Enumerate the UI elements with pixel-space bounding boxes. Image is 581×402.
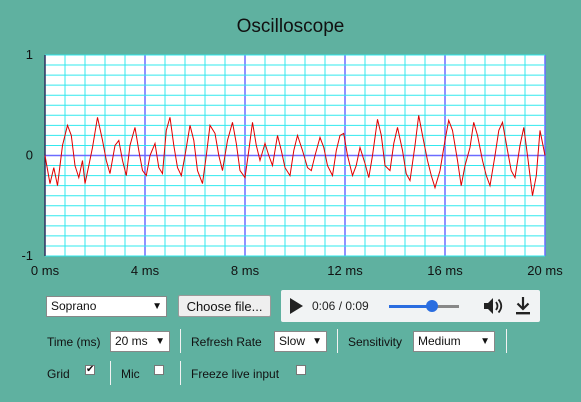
divider <box>110 361 111 385</box>
x-tick-label: 0 ms <box>31 263 60 278</box>
grid-checkbox[interactable]: ✔ <box>85 364 95 375</box>
y-tick-label: -1 <box>21 248 33 263</box>
divider <box>337 329 338 353</box>
x-tick-label: 16 ms <box>427 263 463 278</box>
time-label: Time (ms) <box>47 335 101 349</box>
audio-player: 0:06 / 0:09 <box>281 290 540 322</box>
instrument-select[interactable]: Soprano ▼ <box>46 296 167 317</box>
x-tick-label: 20 ms <box>527 263 563 278</box>
chevron-down-icon: ▼ <box>152 301 162 312</box>
seek-bar[interactable] <box>389 305 459 308</box>
choose-file-button[interactable]: Choose file... <box>178 295 271 317</box>
download-icon[interactable] <box>514 296 532 316</box>
signal-trace <box>44 115 546 196</box>
y-tick-label: 0 <box>26 148 33 163</box>
oscilloscope-chart: 1 0 -10 ms 4 ms 8 ms 12 ms 16 ms 20 ms <box>21 47 563 278</box>
sensitivity-label: Sensitivity <box>348 335 403 349</box>
mic-label: Mic <box>121 367 140 381</box>
y-tick-label: 1 <box>26 47 33 62</box>
chevron-down-icon: ▼ <box>312 336 322 347</box>
divider <box>180 361 181 385</box>
grid <box>44 54 546 257</box>
page-title: Oscilloscope <box>236 16 345 37</box>
time-select[interactable]: 20 ms ▼ <box>110 331 170 352</box>
divider <box>506 329 507 353</box>
refresh-rate-label: Refresh Rate <box>191 335 262 349</box>
seek-bar-fill <box>389 305 433 308</box>
play-icon[interactable] <box>290 298 303 314</box>
sensitivity-select[interactable]: Medium ▼ <box>413 331 495 352</box>
refresh-rate-select[interactable]: Slow ▼ <box>274 331 327 352</box>
freeze-live-input-label: Freeze live input <box>191 367 280 381</box>
volume-icon[interactable] <box>483 297 505 315</box>
mic-checkbox[interactable] <box>154 365 164 375</box>
instrument-select-value: Soprano <box>51 299 97 313</box>
refresh-rate-value: Slow <box>279 334 306 348</box>
grid-label: Grid <box>47 367 70 381</box>
tick-labels: 1 0 -10 ms 4 ms 8 ms 12 ms 16 ms 20 ms <box>21 47 563 278</box>
freeze-live-input-checkbox[interactable] <box>296 365 306 375</box>
chevron-down-icon: ▼ <box>155 336 165 347</box>
divider <box>180 329 181 353</box>
player-time: 0:06 / 0:09 <box>312 299 369 313</box>
sensitivity-value: Medium <box>418 334 461 348</box>
x-tick-label: 8 ms <box>231 263 260 278</box>
time-select-value: 20 ms <box>115 334 148 348</box>
seek-knob[interactable] <box>426 300 439 312</box>
chevron-down-icon: ▼ <box>480 336 490 347</box>
x-tick-label: 12 ms <box>327 263 363 278</box>
x-tick-label: 4 ms <box>131 263 160 278</box>
